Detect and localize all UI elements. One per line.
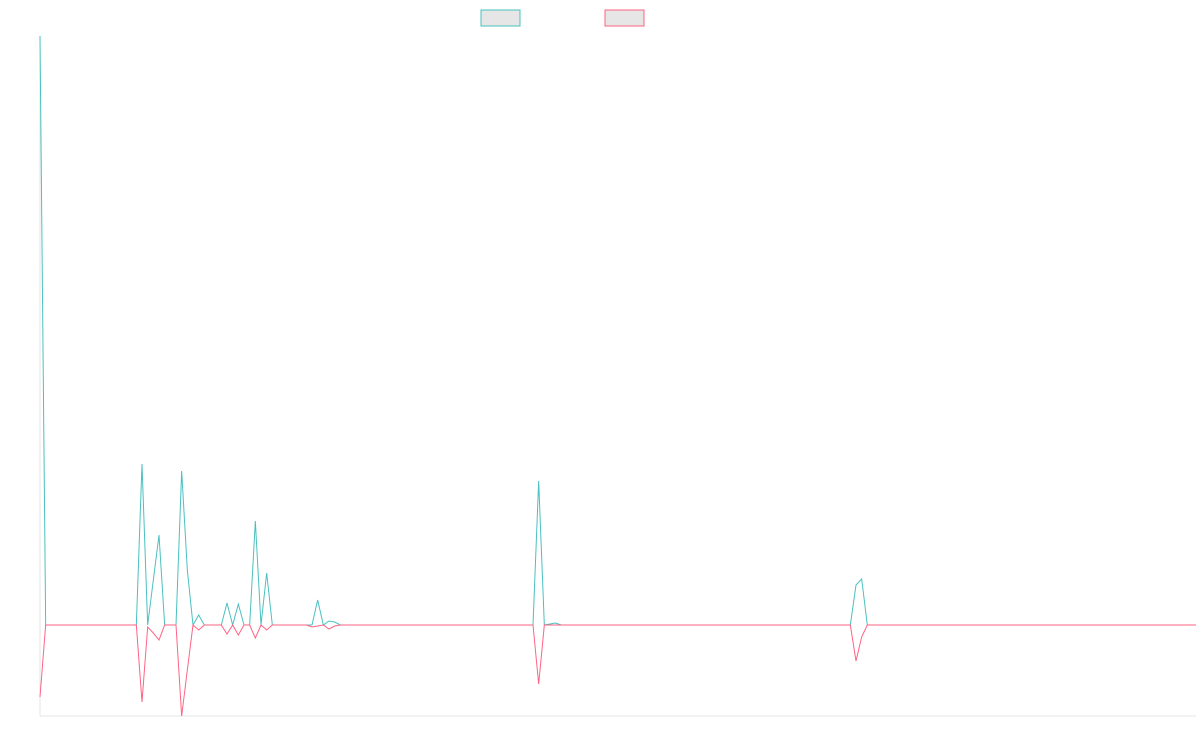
series-line xyxy=(39,624,1196,717)
legend-swatch[interactable] xyxy=(480,9,521,27)
legend-swatch[interactable] xyxy=(604,9,645,27)
series-line xyxy=(39,35,1196,627)
